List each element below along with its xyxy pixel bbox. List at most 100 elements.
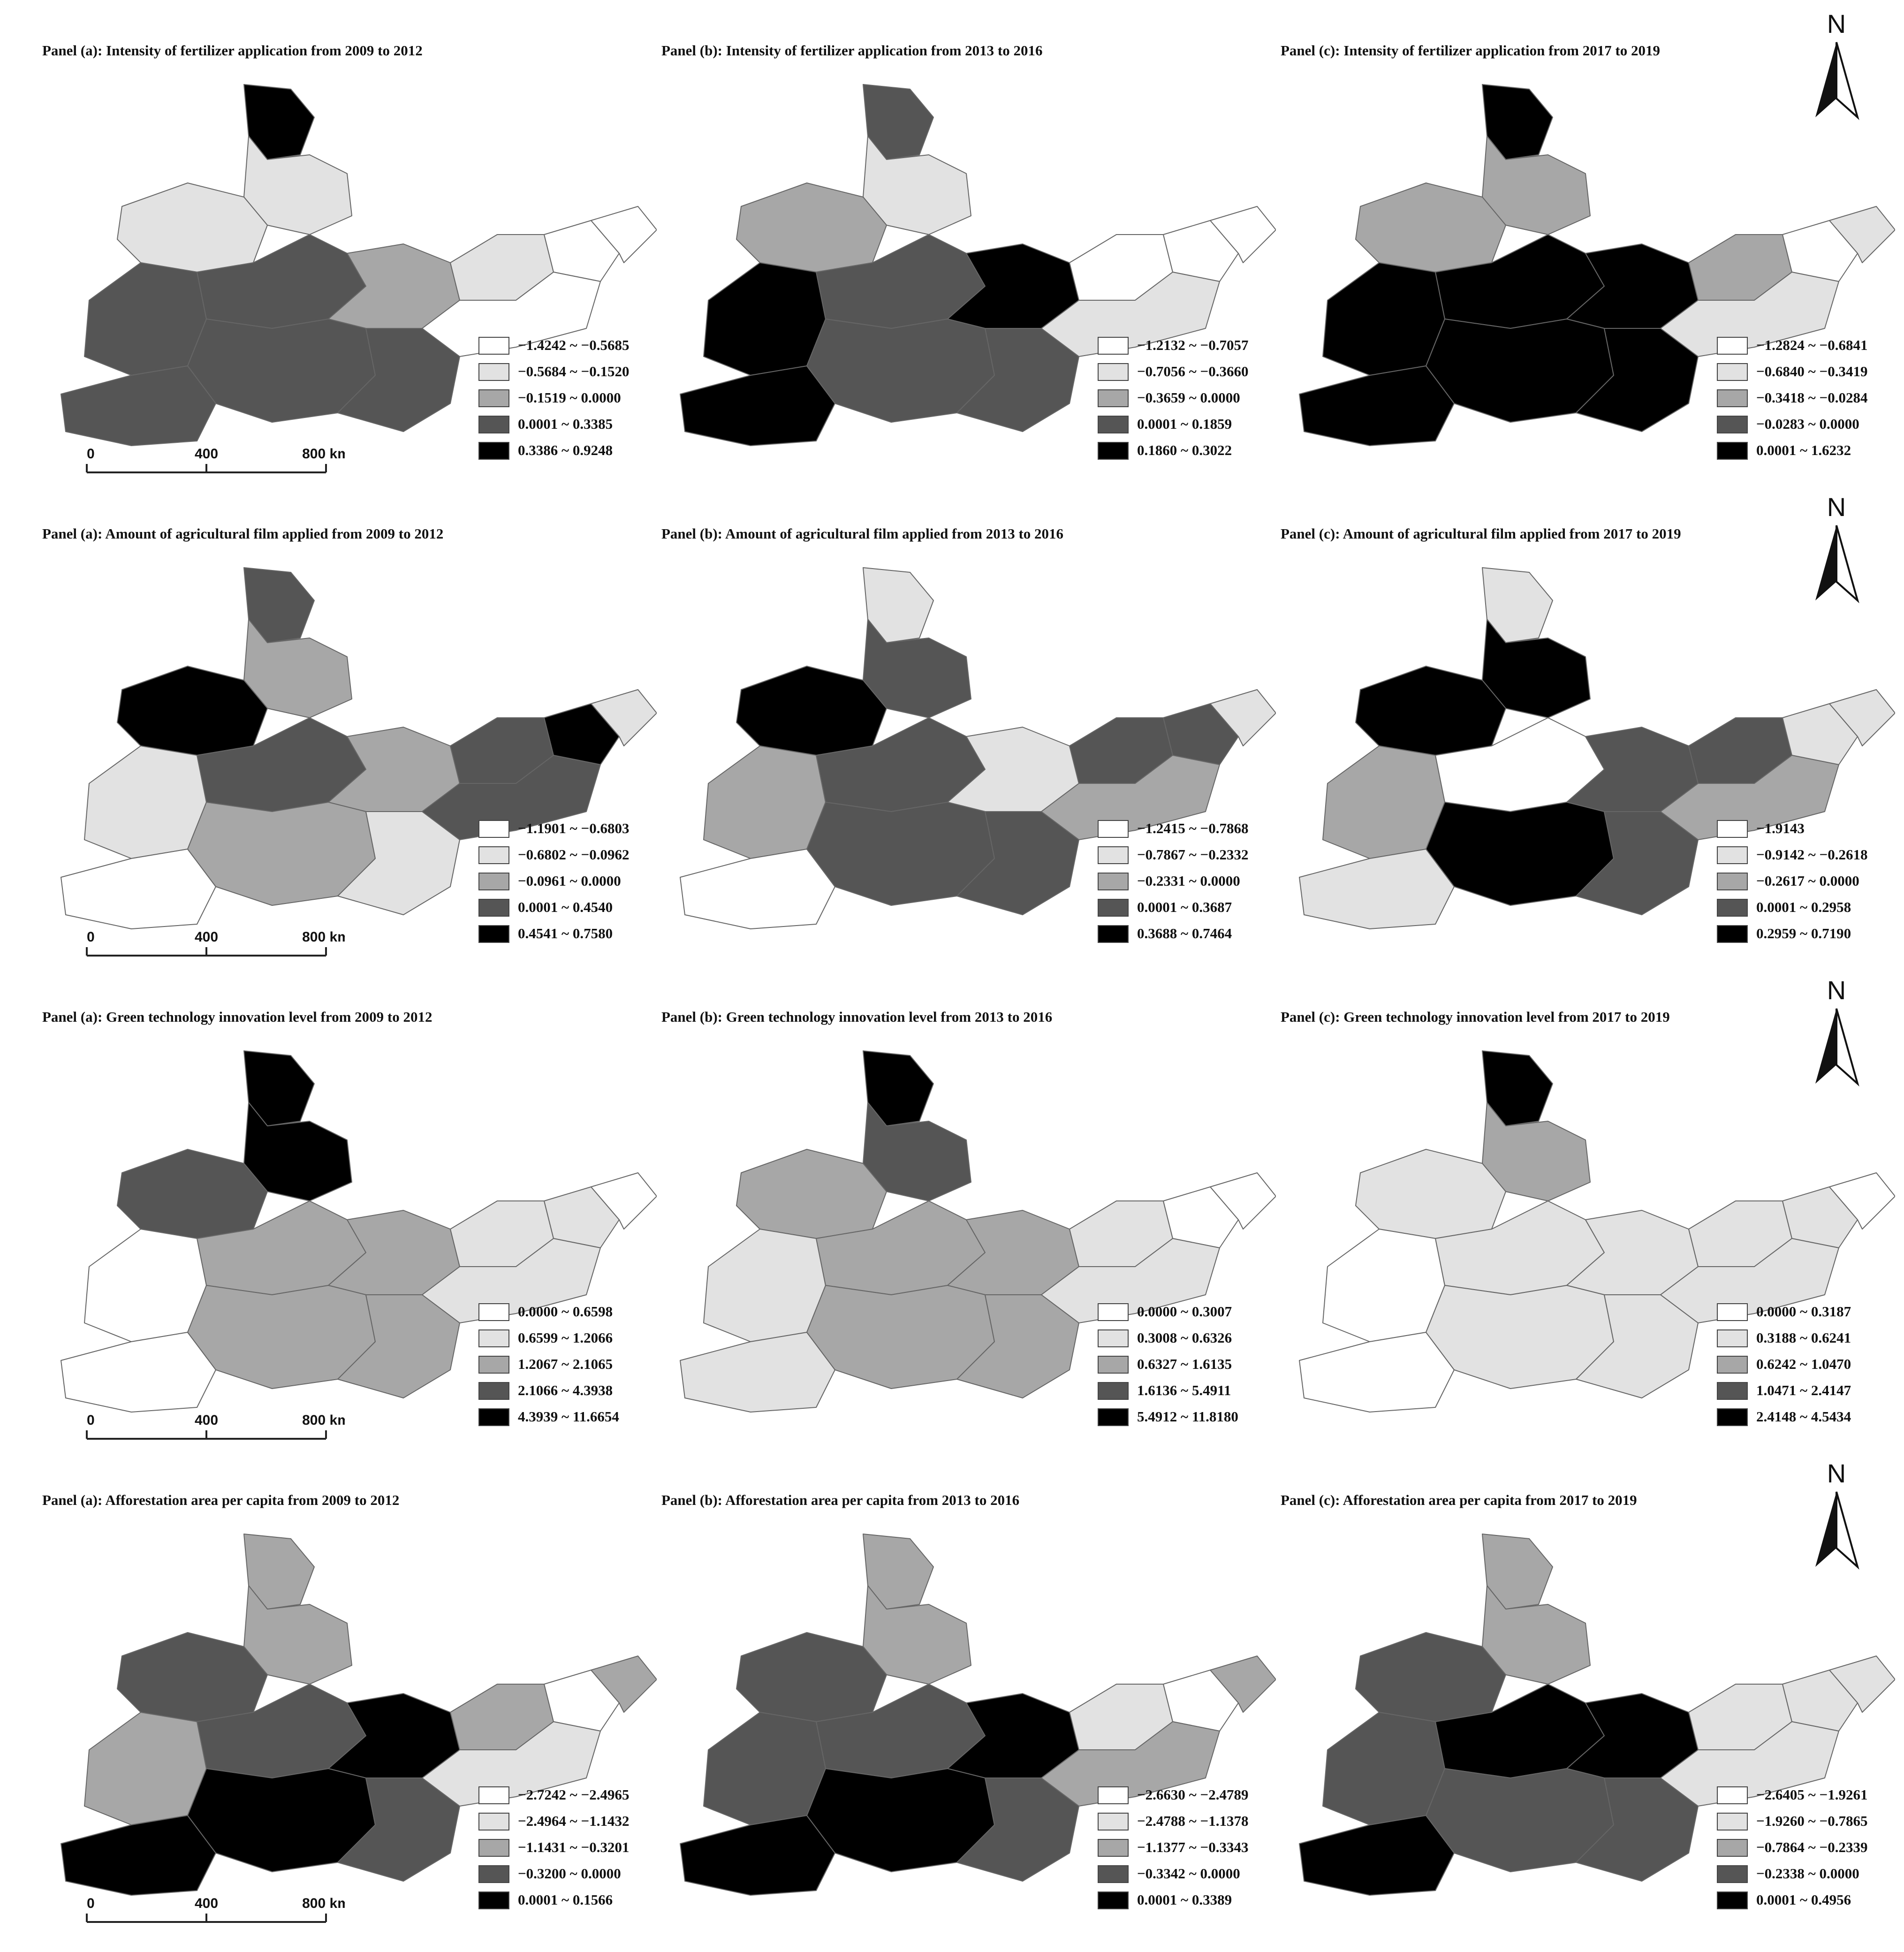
map-panel-afforestation-2: Panel (b): Afforestation area per capita… (657, 1459, 1276, 1942)
scale-bar-label: 800 km (302, 929, 345, 945)
legend-entry: 0.0001 ~ 0.4540 (478, 895, 675, 921)
legend-swatch (1717, 442, 1748, 460)
map-legend: −1.2415 ~ −0.7868 −0.7867 ~ −0.2332 −0.233… (1098, 816, 1295, 948)
legend-entry: 0.0001 ~ 0.3389 (1098, 1888, 1295, 1914)
legend-entry: −0.3418 ~ −0.0284 (1717, 386, 1904, 412)
legend-entry: −1.2415 ~ −0.7868 (1098, 816, 1295, 843)
legend-label: 0.0001 ~ 0.2958 (1756, 899, 1851, 915)
map-legend: −1.2132 ~ −0.7057 −0.7056 ~ −0.3660 −0.365… (1098, 333, 1295, 464)
legend-swatch (478, 337, 509, 355)
region-southWest (1299, 365, 1455, 446)
legend-entry: −0.7867 ~ −0.2332 (1098, 843, 1295, 869)
legend-entry: 0.0001 ~ 0.2958 (1717, 895, 1904, 921)
legend-swatch (478, 1356, 509, 1374)
legend-swatch (478, 1786, 509, 1804)
legend-label: −2.6405 ~ −1.9261 (1756, 1786, 1868, 1803)
legend-label: −0.2331 ~ 0.0000 (1137, 873, 1240, 889)
region-eastTip (591, 1656, 657, 1713)
legend-label: −0.7056 ~ −0.3660 (1137, 363, 1249, 380)
map-legend: −1.2824 ~ −0.6841 −0.6840 ~ −0.3419 −0.341… (1717, 333, 1904, 464)
legend-label: 0.3188 ~ 0.6241 (1756, 1329, 1851, 1346)
legend-label: −0.3659 ~ 0.0000 (1137, 389, 1240, 406)
north-arrow-icon: N (1815, 493, 1859, 604)
region-eastSouth (422, 1721, 601, 1807)
legend-label: −1.2132 ~ −0.7057 (1137, 337, 1249, 353)
legend-swatch (1098, 1813, 1129, 1830)
legend-entry: −0.9142 ~ −0.2618 (1717, 843, 1904, 869)
legend-swatch (1098, 846, 1129, 864)
legend-entry: −0.3342 ~ 0.0000 (1098, 1861, 1295, 1888)
legend-entry: −0.0283 ~ 0.0000 (1717, 412, 1904, 438)
scale-bar-label: 800 km (302, 1896, 345, 1911)
legend-swatch (1098, 363, 1129, 381)
scale-bar-label: 400 (195, 1413, 218, 1428)
legend-entry: −1.1431 ~ −0.3201 (478, 1835, 675, 1861)
legend-swatch (1717, 416, 1748, 433)
north-arrow-icon: N (1815, 976, 1859, 1087)
legend-label: 0.0001 ~ 0.1859 (1137, 416, 1232, 432)
region-eastSouth (422, 755, 601, 840)
map-panel-afforestation-1: Panel (a): Afforestation area per capita… (38, 1459, 657, 1942)
map-legend: −1.9143 −0.9142 ~ −0.2618 −0.2617 ~ 0.0000… (1717, 816, 1904, 948)
legend-entry: −2.6405 ~ −1.9261 (1717, 1783, 1904, 1809)
legend-label: −1.9143 (1756, 820, 1805, 836)
choropleth-map (680, 567, 1276, 929)
region-southWest (1299, 1332, 1455, 1413)
scale-bar: 0 400 800 km (86, 929, 345, 957)
legend-swatch (1717, 363, 1748, 381)
region-westMid (703, 262, 826, 376)
legend-entry: −1.1377 ~ −0.3343 (1098, 1835, 1295, 1861)
map-panel-green-technology-1: Panel (a): Green technology innovation l… (38, 976, 657, 1459)
legend-label: −1.9260 ~ −0.7865 (1756, 1813, 1868, 1829)
region-southWest (61, 365, 216, 446)
legend-label: 1.6136 ~ 5.4911 (1137, 1382, 1231, 1398)
legend-entry: 5.4912 ~ 11.8180 (1098, 1405, 1295, 1431)
legend-swatch (478, 1891, 509, 1909)
legend-label: 0.0000 ~ 0.3007 (1137, 1303, 1232, 1320)
region-eastTip (1829, 1172, 1895, 1230)
legend-swatch (1717, 820, 1748, 838)
north-arrow-right (1836, 42, 1859, 121)
map-legend: 0.0000 ~ 0.3187 0.3188 ~ 0.6241 0.6242 ~ 1… (1717, 1299, 1904, 1431)
legend-entry: −1.1901 ~ −0.6803 (478, 816, 675, 843)
legend-entry: 0.0001 ~ 0.3385 (478, 412, 675, 438)
region-eastTip (591, 206, 657, 263)
legend-label: 5.4912 ~ 11.8180 (1137, 1408, 1238, 1425)
legend-label: 2.4148 ~ 4.5434 (1756, 1408, 1851, 1425)
legend-entry: −0.7056 ~ −0.3660 (1098, 359, 1295, 386)
region-southWest (61, 1332, 216, 1413)
panel-title: Panel (a): Intensity of fertilizer appli… (42, 42, 423, 59)
legend-label: −0.3200 ~ 0.0000 (518, 1865, 621, 1882)
legend-label: −0.7864 ~ −0.2339 (1756, 1839, 1868, 1855)
map-panel-green-technology-2: Panel (b): Green technology innovation l… (657, 976, 1276, 1459)
panel-title: Panel (b): Intensity of fertilizer appli… (661, 42, 1043, 59)
legend-entry: 0.2959 ~ 0.7190 (1717, 921, 1904, 948)
choropleth-map (1299, 1050, 1895, 1413)
region-eastMid (1163, 703, 1239, 765)
legend-swatch (1717, 1356, 1748, 1374)
choropleth-map (1299, 84, 1895, 446)
region-southWest (680, 1815, 835, 1896)
legend-entry: −0.6802 ~ −0.0962 (478, 843, 675, 869)
choropleth-map (1299, 567, 1895, 929)
region-eastSouth (1041, 1238, 1220, 1323)
legend-label: 1.0471 ~ 2.4147 (1756, 1382, 1851, 1398)
region-eastSouth (422, 272, 601, 357)
legend-label: 0.0001 ~ 0.3385 (518, 416, 613, 432)
region-eastTip (1829, 1656, 1895, 1713)
region-eastTip (1829, 206, 1895, 263)
panel-title: Panel (a): Green technology innovation l… (42, 1009, 432, 1025)
region-westMid (1322, 1229, 1445, 1342)
scale-bar: 0 400 800 km (86, 446, 345, 473)
panel-title: Panel (b): Afforestation area per capita… (661, 1492, 1020, 1508)
region-eastSouth (1660, 1721, 1839, 1807)
legend-swatch (478, 1813, 509, 1830)
scale-bar-label: 0 (87, 1896, 95, 1911)
region-eastTip (1210, 689, 1276, 746)
legend-entry: 0.3188 ~ 0.6241 (1717, 1326, 1904, 1352)
legend-swatch (1098, 1839, 1129, 1857)
legend-swatch (478, 1408, 509, 1426)
legend-swatch (1717, 389, 1748, 407)
map-legend: 0.0000 ~ 0.3007 0.3008 ~ 0.6326 0.6327 ~ 1… (1098, 1299, 1295, 1431)
panel-title: Panel (b): Amount of agricultural film a… (661, 525, 1064, 542)
